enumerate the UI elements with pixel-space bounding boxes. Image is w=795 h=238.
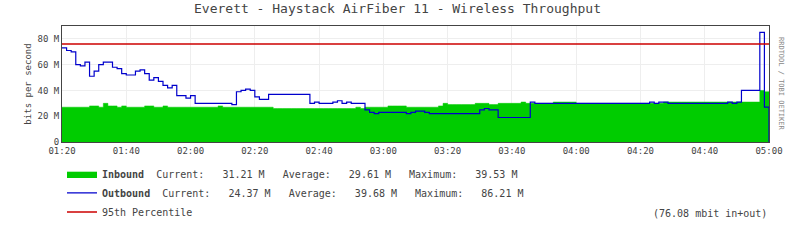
svg-text:01:40: 01:40 xyxy=(113,146,140,156)
svg-text:40 M: 40 M xyxy=(38,86,60,96)
svg-text:03:00: 03:00 xyxy=(370,146,397,156)
svg-text:Everett - Haystack AirFiber 11: Everett - Haystack AirFiber 11 - Wireles… xyxy=(194,1,601,16)
svg-text:0: 0 xyxy=(54,137,59,147)
svg-text:02:40: 02:40 xyxy=(306,146,333,156)
svg-text:95th Percentile: 95th Percentile xyxy=(102,207,192,218)
svg-text:bits per second: bits per second xyxy=(23,43,33,124)
svg-text:05:00: 05:00 xyxy=(755,146,782,156)
svg-text:02:20: 02:20 xyxy=(241,146,268,156)
svg-text:03:40: 03:40 xyxy=(498,146,525,156)
svg-text:04:20: 04:20 xyxy=(627,146,654,156)
svg-text:04:00: 04:00 xyxy=(563,146,590,156)
svg-text:02:00: 02:00 xyxy=(177,146,204,156)
svg-text:(76.08 mbit in+out): (76.08 mbit in+out) xyxy=(653,208,767,219)
svg-text:20 M: 20 M xyxy=(38,111,60,121)
svg-text:RRDTOOL / TOBI OETIKER: RRDTOOL / TOBI OETIKER xyxy=(777,37,785,131)
svg-text:Inbound Current: 31.21 M: Inbound Current: 31.21 M Average: 29.61 … xyxy=(102,169,517,180)
svg-text:60 M: 60 M xyxy=(38,60,60,70)
svg-text:01:20: 01:20 xyxy=(48,146,75,156)
svg-text:04:40: 04:40 xyxy=(691,146,718,156)
svg-text:Outbound Current: 24.37 M: Outbound Current: 24.37 M Average: 39.68… xyxy=(102,188,523,199)
svg-text:03:20: 03:20 xyxy=(434,146,461,156)
svg-text:80 M: 80 M xyxy=(38,34,60,44)
